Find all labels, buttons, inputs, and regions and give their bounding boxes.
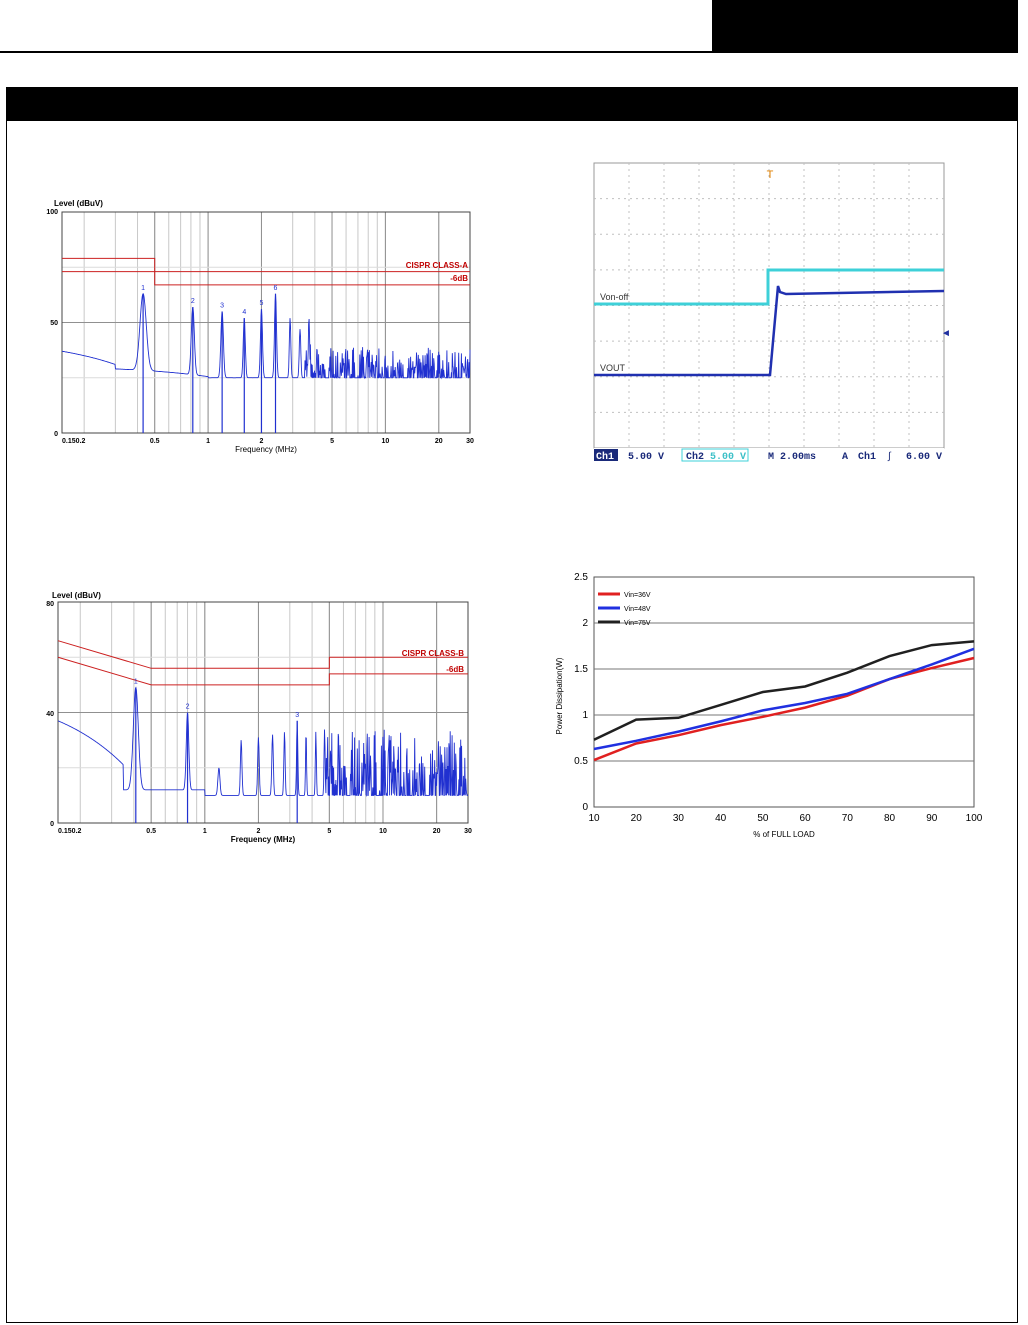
x-tick-label: 90 xyxy=(926,813,938,824)
y-tick-label: 2 xyxy=(582,618,588,629)
marker-number: 5 xyxy=(260,300,264,307)
x-tick-label: 0.150.2 xyxy=(62,438,85,445)
plot-border xyxy=(61,211,471,434)
limit-label: CISPR CLASS-B xyxy=(402,649,464,658)
limit-line xyxy=(57,640,468,669)
x-tick-label: 100 xyxy=(966,813,983,824)
ch1-trace-label: Von-off xyxy=(600,292,629,302)
x-tick-label: 5 xyxy=(330,438,334,445)
limit-label: CISPR CLASS-A xyxy=(406,261,468,270)
emi-class-a-plot: 1 2 3 4 5 6 Level (dBuV) 100 50 0 0.150.2 0.5 1… xyxy=(46,199,474,454)
x-tick-label: 2 xyxy=(260,438,264,445)
y-axis-label: Level (dBuV) xyxy=(54,199,103,208)
x-tick-label: 60 xyxy=(800,813,812,824)
spectrum-trace xyxy=(57,686,468,797)
y-tick-label: 1.5 xyxy=(574,664,588,675)
scope-capture: T ◄ Von-off VOUT Ch1 5.00 V Ch2 5.00 V M… xyxy=(592,158,954,464)
y-axis-label: Level (dBuV) xyxy=(52,591,101,600)
x-tick-label: 1 xyxy=(206,438,210,445)
ch2-status-tag: Ch2 xyxy=(686,451,704,463)
x-tick-label: 20 xyxy=(433,828,441,835)
marker-number: 2 xyxy=(186,704,190,711)
marker-number: 2 xyxy=(191,298,195,305)
y-tick-0: 0 xyxy=(50,821,54,828)
y-axis-label: Power Dissipation(W) xyxy=(555,657,564,734)
margin-label: -6dB xyxy=(450,274,468,283)
ch1-status-tag xyxy=(594,449,618,461)
x-tick-label: 20 xyxy=(631,813,643,824)
x-tick-label: 30 xyxy=(464,828,472,835)
x-tick-label: 20 xyxy=(435,438,443,445)
marker-number: 3 xyxy=(295,712,299,719)
marker-number: 1 xyxy=(134,679,138,686)
header-black-box xyxy=(712,0,1018,53)
ch1-offset-arrow-icon: ◄ xyxy=(941,328,951,339)
marker-number: 6 xyxy=(274,285,278,292)
ch2-trace xyxy=(594,285,945,377)
ch1-trace xyxy=(594,268,944,306)
power-dissipation-chart: 0 0.5 1 1.5 2 2.5 10 20 30 40 50 60 70 80 90 100 Power … xyxy=(555,572,983,839)
y-tick-80: 80 xyxy=(46,601,54,608)
series-line-2 xyxy=(593,640,975,741)
limit-line xyxy=(62,257,470,273)
ch1-status-tag-text: Ch1 xyxy=(596,451,614,463)
x-tick-label: 30 xyxy=(673,813,685,824)
y-tick-label: 0 xyxy=(582,802,588,813)
trigger-marker-icon: T xyxy=(767,169,774,181)
legend-label: Vin=36V xyxy=(624,592,651,599)
x-axis-label: % of FULL LOAD xyxy=(753,830,815,839)
y-tick-label: 2.5 xyxy=(574,572,588,583)
x-tick-label: 0.5 xyxy=(150,438,160,445)
margin-label: -6dB xyxy=(446,665,464,674)
limit-line xyxy=(62,271,470,286)
x-tick-label: 0.150.2 xyxy=(58,828,81,835)
x-tick-label: 70 xyxy=(842,813,854,824)
trigger-tag: A xyxy=(842,452,848,463)
series-line-0 xyxy=(593,656,975,762)
trigger-slope-icon: ∫ xyxy=(887,451,892,462)
ch2-trace-label: VOUT xyxy=(600,363,626,373)
y-tick-50: 50 xyxy=(50,320,58,327)
x-tick-label: 10 xyxy=(588,813,600,824)
x-tick-label: 1 xyxy=(203,828,207,835)
x-tick-label: 10 xyxy=(379,828,387,835)
emi-class-b-plot: 1 2 3 Level (dBuV) 80 40 0 0.150.2 0.5 1 2 5 10… xyxy=(46,591,472,844)
x-tick-label: 80 xyxy=(884,813,896,824)
header-rule xyxy=(0,51,1018,53)
x-tick-label: 50 xyxy=(757,813,769,824)
x-tick-label: 40 xyxy=(715,813,727,824)
x-tick-label: 0.5 xyxy=(146,828,156,835)
ch2-scale: 5.00 V xyxy=(710,452,746,463)
section-title-bar xyxy=(6,87,1018,121)
y-tick-40: 40 xyxy=(46,711,54,718)
legend-label: Vin=48V xyxy=(624,606,651,613)
marker-number: 4 xyxy=(242,309,246,316)
ch1-scale: 5.00 V xyxy=(628,452,664,463)
x-tick-label: 30 xyxy=(466,438,474,445)
plot-border xyxy=(593,576,975,808)
marker-number: 1 xyxy=(141,285,145,292)
x-tick-label: 5 xyxy=(327,828,331,835)
marker-number: 3 xyxy=(220,302,224,309)
series-line-1 xyxy=(593,647,975,751)
y-tick-label: 1 xyxy=(582,710,588,721)
y-tick-0: 0 xyxy=(54,431,58,438)
y-tick-label: 0.5 xyxy=(574,756,588,767)
trigger-level: 6.00 V xyxy=(906,452,942,463)
trigger-source: Ch1 xyxy=(858,451,876,463)
x-tick-label: 10 xyxy=(382,438,390,445)
legend-label: Vin=75V xyxy=(624,620,651,627)
spectrum-trace xyxy=(61,292,471,380)
plot-border xyxy=(57,601,469,824)
timebase: M 2.00ms xyxy=(768,452,816,463)
limit-line xyxy=(57,656,468,686)
x-axis-label: Frequency (MHz) xyxy=(235,445,297,454)
x-tick-label: 2 xyxy=(256,828,260,835)
y-tick-100: 100 xyxy=(46,209,58,216)
x-axis-label: Frequency (MHz) xyxy=(231,835,296,844)
